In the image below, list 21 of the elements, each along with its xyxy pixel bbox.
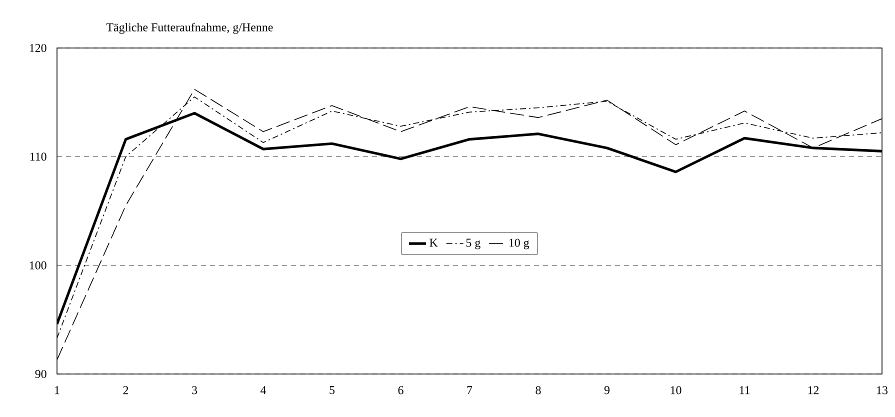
legend-label: 5 g — [466, 238, 480, 250]
x-tick-label: 6 — [398, 386, 404, 394]
x-tick-label: 2 — [123, 386, 128, 394]
y-tick-label: 90 — [35, 370, 46, 378]
x-tick-label: 9 — [604, 386, 610, 394]
y-axis-title: Tägliche Futteraufnahme, g/Henne — [106, 22, 273, 34]
x-tick-label: 4 — [260, 386, 266, 394]
legend-label: K — [430, 238, 438, 247]
x-tick-label: 7 — [467, 386, 472, 394]
x-tick-label: 1 — [55, 386, 60, 394]
x-tick-label: 3 — [192, 386, 198, 394]
x-tick-label: 13 — [877, 386, 888, 394]
legend-label: 10 g — [509, 238, 530, 250]
y-tick-label: 120 — [30, 44, 46, 52]
y-tick-label: 100 — [30, 261, 46, 270]
x-tick-label: 11 — [740, 386, 750, 394]
x-tick-label: 5 — [330, 386, 335, 394]
x-tick-label: 8 — [536, 386, 541, 394]
x-tick-label: 12 — [808, 386, 819, 394]
x-tick-label: 10 — [670, 386, 682, 394]
y-tick-label: 110 — [30, 152, 46, 161]
